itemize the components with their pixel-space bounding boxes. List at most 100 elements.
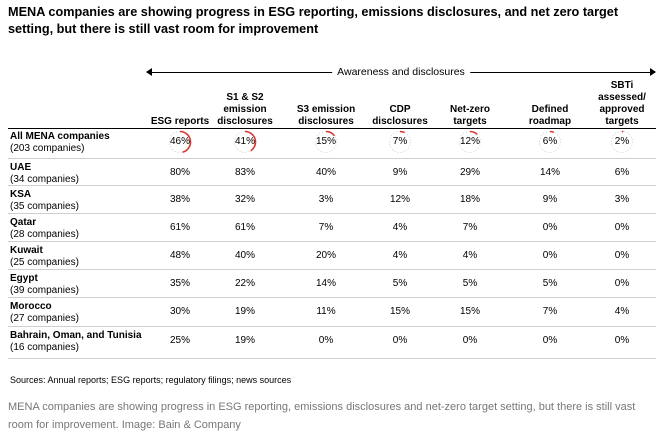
row-divider (8, 158, 656, 159)
table-cell: 0% (542, 250, 558, 261)
value-arc (234, 130, 257, 153)
row-count: (39 companies) (10, 285, 79, 296)
table-cell: 5% (392, 278, 408, 289)
row-name: All MENA companies (10, 131, 110, 142)
row-divider (8, 326, 656, 327)
table-cell: 32% (234, 194, 255, 205)
table-cell: 7% (542, 306, 558, 317)
table-cell: 9% (392, 167, 408, 178)
table-cell: 41% (234, 136, 255, 147)
value-arc-track (539, 131, 561, 153)
table-cell: 0% (542, 222, 558, 233)
row-label: Morocco (27 companies) (10, 301, 145, 325)
table-cell: 83% (234, 167, 255, 178)
value-arc-fill (325, 130, 336, 137)
column-header-line: disclosures (298, 116, 354, 127)
table-cell: 46% (169, 136, 190, 147)
row-name: KSA (10, 189, 32, 200)
page-title: MENA companies are showing progress in E… (8, 5, 619, 36)
row-name: Morocco (10, 301, 52, 312)
table-cell: 0% (614, 250, 630, 261)
column-header-line: approved (599, 104, 645, 115)
table-bottom-divider (8, 358, 656, 359)
table-cell: 7% (392, 136, 408, 147)
column-header-line: Defined (531, 104, 569, 115)
table-cell: 4% (392, 222, 408, 233)
column-header: SBTi assessed/approved targets (586, 80, 658, 128)
row-count: (203 companies) (10, 143, 85, 154)
table-cell: 20% (315, 250, 336, 261)
row-label: Qatar (28 companies) (10, 217, 145, 241)
table-cell: 40% (234, 250, 255, 261)
column-header-line: S3 emission (296, 104, 356, 115)
value-arc-fill (469, 130, 478, 135)
row-divider (8, 269, 656, 270)
arrow-right-icon (650, 68, 656, 76)
row-count: (16 companies) (10, 342, 79, 353)
table-cell: 0% (614, 222, 630, 233)
column-header-line: targets (453, 116, 487, 127)
value-arc-fill (244, 130, 257, 152)
table-cell: 0% (462, 335, 478, 346)
value-arc (459, 130, 481, 153)
header-divider (8, 128, 656, 129)
row-divider (8, 297, 656, 298)
row-name: Qatar (10, 217, 37, 228)
column-header-line: disclosures (372, 116, 428, 127)
awareness-arrow: Awareness and disclosures (146, 66, 656, 80)
value-arc-track (389, 131, 411, 153)
column-header-line: SBTi (610, 80, 634, 91)
table-cell: 25% (169, 335, 190, 346)
table-cell: 3% (614, 194, 630, 205)
column-header-line: CDP (389, 104, 411, 115)
column-header: Defined roadmap (515, 86, 585, 128)
table-cell: 61% (169, 222, 190, 233)
table-cell: 0% (392, 335, 408, 346)
column-header: S3 emission disclosures (285, 86, 367, 128)
column-header: Net-zero targets (435, 86, 505, 128)
table-cell: 19% (234, 335, 255, 346)
table-cell: 2% (614, 136, 630, 147)
column-header-line: S1 & S2 (226, 92, 264, 103)
row-divider (8, 241, 656, 242)
row-name: Egypt (10, 273, 38, 284)
column-header-line: targets (605, 116, 639, 127)
table-cell: 14% (539, 167, 560, 178)
table-cell: 40% (315, 167, 336, 178)
table-cell: 0% (614, 278, 630, 289)
table-cell: 15% (315, 136, 336, 147)
row-name: UAE (10, 162, 32, 173)
row-label: Egypt (39 companies) (10, 273, 145, 297)
value-arc-track (611, 131, 633, 153)
value-arc (315, 130, 337, 153)
table-cell: 12% (389, 194, 410, 205)
table-cell: 22% (234, 278, 255, 289)
row-divider (8, 185, 656, 186)
column-header: S1 & S2 emission disclosures (210, 86, 280, 128)
table-cell: 6% (614, 167, 630, 178)
column-header: CDP disclosures (365, 86, 435, 128)
table-cell: 30% (169, 306, 190, 317)
value-arc-fill (179, 130, 192, 153)
value-arc (611, 130, 633, 153)
value-arc (389, 130, 411, 153)
table-cell: 35% (169, 278, 190, 289)
column-header-line: roadmap (528, 116, 572, 127)
table-cell: 18% (459, 194, 480, 205)
value-arc-track (459, 131, 481, 153)
table-cell: 15% (459, 306, 480, 317)
row-label: KSA (35 companies) (10, 189, 145, 213)
table-cell: 12% (459, 136, 480, 147)
row-name: Bahrain, Oman, and Tunisia (10, 330, 142, 341)
table-cell: 29% (459, 167, 480, 178)
row-count: (35 companies) (10, 201, 79, 212)
column-header: ESG reports (141, 86, 219, 128)
row-count: (25 companies) (10, 257, 79, 268)
column-header-line: ESG reports (150, 116, 210, 127)
table-cell: 14% (315, 278, 336, 289)
table-cell: 11% (316, 306, 336, 317)
table-cell: 0% (542, 335, 558, 346)
row-label: All MENA companies (203 companies) (10, 131, 145, 155)
table-cell: 19% (234, 306, 255, 317)
table-cell: 4% (392, 250, 408, 261)
